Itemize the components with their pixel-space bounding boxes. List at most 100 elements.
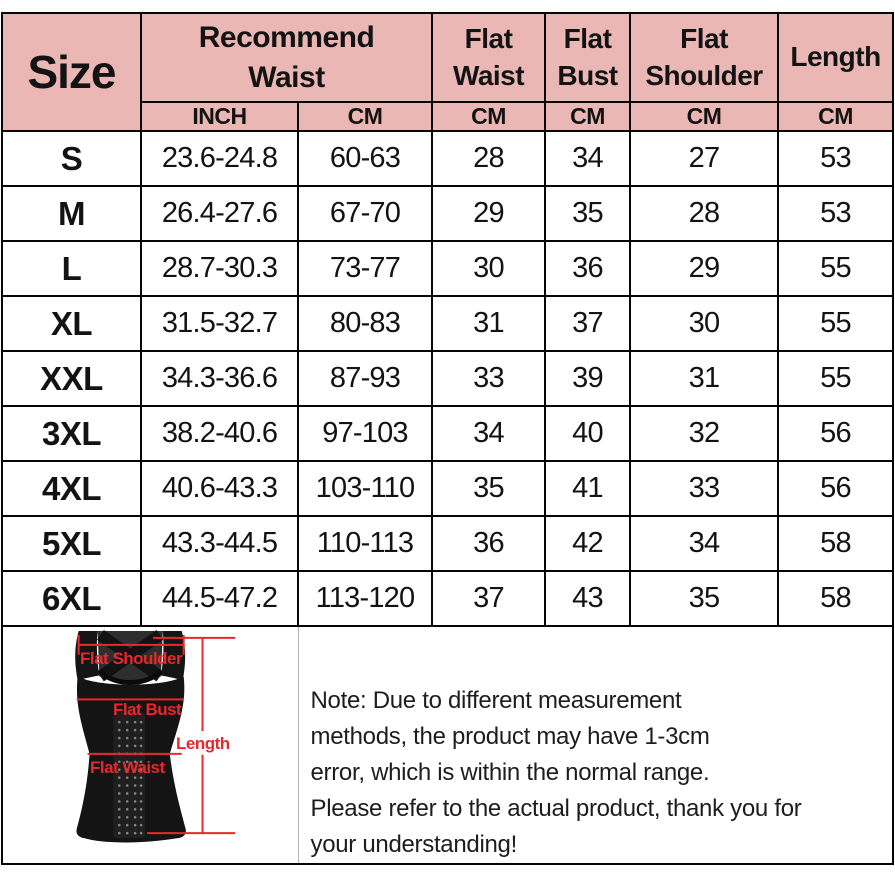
cell-length: 55: [777, 295, 895, 352]
vest-left-strap: [75, 630, 100, 681]
col-header-flat-shoulder: Flat Shoulder: [629, 12, 780, 103]
cell-length: 58: [777, 570, 895, 627]
unit-cm-flat-bust: CM: [544, 101, 632, 132]
cell-length: 55: [777, 240, 895, 297]
cell-waist-inch: 43.3-44.5: [140, 515, 299, 572]
table-row: XL 31.5-32.7 80-83 31 37 30 55: [1, 295, 895, 352]
cell-flat-bust: 40: [544, 405, 632, 462]
unit-cm-flat-shoulder: CM: [629, 101, 780, 132]
cell-flat-shoulder: 29: [629, 240, 780, 297]
cell-waist-inch: 44.5-47.2: [140, 570, 299, 627]
cell-waist-inch: 38.2-40.6: [140, 405, 299, 462]
cell-waist-inch: 28.7-30.3: [140, 240, 299, 297]
unit-cm-length: CM: [777, 101, 895, 132]
cell-length: 58: [777, 515, 895, 572]
note-cell: Note: Due to different measurement metho…: [297, 625, 895, 865]
col-header-flat-waist: Flat Waist: [431, 12, 547, 103]
table-row: 6XL 44.5-47.2 113-120 37 43 35 58: [1, 570, 895, 627]
cell-waist-inch: 23.6-24.8: [140, 130, 299, 187]
flat-waist-label: Flat Waist: [90, 758, 165, 777]
cell-flat-bust: 43: [544, 570, 632, 627]
cell-waist-cm: 73-77: [296, 240, 434, 297]
cell-flat-waist: 34: [431, 405, 547, 462]
cell-waist-cm: 97-103: [296, 405, 434, 462]
cell-flat-waist: 31: [431, 295, 547, 352]
cell-waist-cm: 110-113: [296, 515, 434, 572]
cell-waist-cm: 113-120: [296, 570, 434, 627]
vest-product-image: [75, 630, 236, 843]
vest-neckline: [97, 668, 163, 685]
table-row: S 23.6-24.8 60-63 28 34 27 53: [1, 130, 895, 187]
cell-waist-inch: 31.5-32.7: [140, 295, 299, 352]
cell-flat-shoulder: 28: [629, 185, 780, 242]
cell-length: 53: [777, 130, 895, 187]
cell-waist-cm: 60-63: [296, 130, 434, 187]
cell-flat-bust: 34: [544, 130, 632, 187]
cell-flat-waist: 29: [431, 185, 547, 242]
unit-inch: INCH: [140, 101, 299, 132]
cell-flat-shoulder: 33: [629, 460, 780, 517]
table-row: L 28.7-30.3 73-77 30 36 29 55: [1, 240, 895, 297]
table-header-row: Size Recommend Waist Flat Waist Flat Bus…: [1, 12, 895, 132]
cell-size: XXL: [1, 350, 142, 407]
cell-waist-cm: 103-110: [296, 460, 434, 517]
vest-measurement-diagram: Flat Shoulder Flat Bust Flat Waist Lengt…: [4, 628, 297, 844]
cell-flat-bust: 36: [544, 240, 632, 297]
cell-waist-inch: 26.4-27.6: [140, 185, 299, 242]
cell-flat-shoulder: 34: [629, 515, 780, 572]
cell-flat-shoulder: 31: [629, 350, 780, 407]
cell-size: XL: [1, 295, 142, 352]
measurement-lines: [76, 634, 236, 835]
col-header-flat-bust: Flat Bust: [544, 12, 632, 103]
cell-length: 53: [777, 185, 895, 242]
cell-flat-waist: 36: [431, 515, 547, 572]
cell-flat-waist: 33: [431, 350, 547, 407]
cell-flat-bust: 35: [544, 185, 632, 242]
cell-length: 56: [777, 460, 895, 517]
table-row: M 26.4-27.6 67-70 29 35 28 53: [1, 185, 895, 242]
cell-flat-waist: 30: [431, 240, 547, 297]
size-chart-table: Size Recommend Waist Flat Waist Flat Bus…: [1, 12, 895, 865]
cell-size: S: [1, 130, 142, 187]
cell-size: 4XL: [1, 460, 142, 517]
cell-flat-shoulder: 32: [629, 405, 780, 462]
flat-shoulder-label: Flat Shoulder: [80, 649, 183, 668]
table-row: 5XL 43.3-44.5 110-113 36 42 34 58: [1, 515, 895, 572]
cell-waist-cm: 87-93: [296, 350, 434, 407]
measurement-diagram-cell: Flat Shoulder Flat Bust Flat Waist Lengt…: [1, 625, 299, 865]
cell-size: 5XL: [1, 515, 142, 572]
cell-flat-waist: 37: [431, 570, 547, 627]
cell-flat-bust: 37: [544, 295, 632, 352]
cell-size: M: [1, 185, 142, 242]
col-header-size: Size: [1, 12, 142, 132]
cell-size: L: [1, 240, 142, 297]
flat-bust-label: Flat Bust: [113, 700, 182, 719]
footer-row: Flat Shoulder Flat Bust Flat Waist Lengt…: [1, 625, 895, 865]
cell-waist-cm: 80-83: [296, 295, 434, 352]
vest-cross-band: [97, 630, 164, 682]
cell-size: 6XL: [1, 570, 142, 627]
cell-waist-cm: 67-70: [296, 185, 434, 242]
cell-flat-bust: 39: [544, 350, 632, 407]
cell-flat-bust: 41: [544, 460, 632, 517]
length-label: Length: [176, 734, 230, 753]
cell-flat-waist: 28: [431, 130, 547, 187]
table-row: 3XL 38.2-40.6 97-103 34 40 32 56: [1, 405, 895, 462]
cell-waist-inch: 34.3-36.6: [140, 350, 299, 407]
col-header-length: Length: [777, 12, 895, 103]
cell-flat-shoulder: 35: [629, 570, 780, 627]
unit-cm-flat-waist: CM: [431, 101, 547, 132]
cell-length: 55: [777, 350, 895, 407]
cell-flat-waist: 35: [431, 460, 547, 517]
vest-right-strap: [160, 630, 186, 681]
cell-waist-inch: 40.6-43.3: [140, 460, 299, 517]
cell-size: 3XL: [1, 405, 142, 462]
cell-flat-shoulder: 30: [629, 295, 780, 352]
unit-cm-recommend: CM: [296, 101, 434, 132]
col-header-recommend-waist: Recommend Waist: [139, 12, 434, 103]
note-text: Note: Due to different measurement metho…: [310, 687, 802, 858]
cell-flat-bust: 42: [544, 515, 632, 572]
vest-hook-strip: [113, 712, 146, 839]
cell-length: 56: [777, 405, 895, 462]
